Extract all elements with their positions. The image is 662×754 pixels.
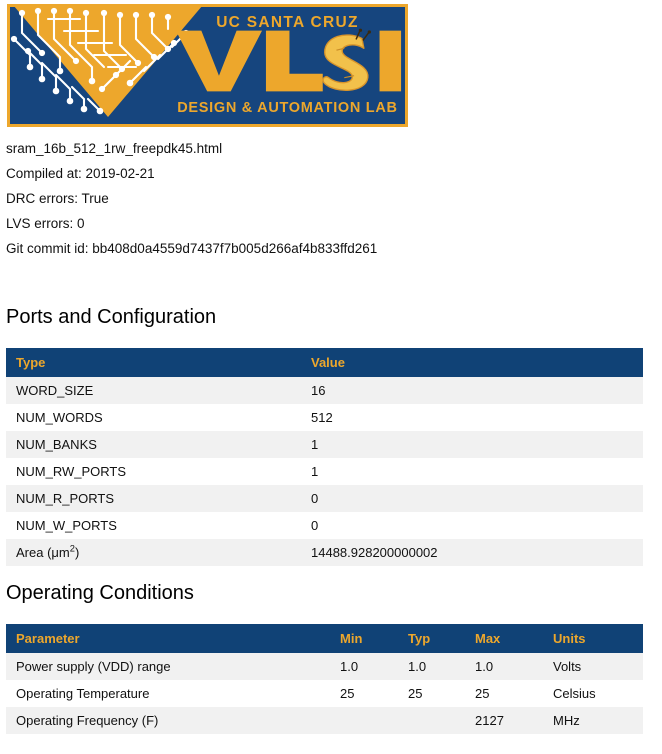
table-row: Area (μm2) 14488.928200000002	[6, 539, 643, 566]
cell-value: 1	[311, 437, 319, 452]
column-header-parameter: Parameter	[6, 624, 330, 653]
cell-value: 14488.928200000002	[311, 545, 438, 560]
column-header-units: Units	[543, 624, 643, 653]
cell-value: 16	[311, 383, 326, 398]
cell-min: 1.0	[340, 659, 359, 674]
compiled-at-line: Compiled at: 2019-02-21	[6, 166, 155, 181]
ports-configuration-heading: Ports and Configuration	[6, 306, 217, 328]
cell-min: 25	[340, 686, 355, 701]
table-row: NUM_WORDS 512	[6, 404, 643, 431]
table-row: NUM_R_PORTS 0	[6, 485, 643, 512]
area-label-exponent: 2	[69, 543, 75, 554]
git-commit-line: Git commit id: bb408d0a4559d7437f7b005d2…	[6, 241, 378, 256]
table-row: WORD_SIZE 16	[6, 377, 643, 404]
operating-conditions-heading: Operating Conditions	[6, 582, 194, 604]
area-label-suffix: )	[74, 545, 80, 560]
logo-university-label: UC SANTA CRUZ	[216, 14, 359, 31]
drc-errors-line: DRC errors: True	[6, 191, 109, 206]
cell-value: 512	[311, 410, 333, 425]
table-row: Power supply (VDD) range 1.0 1.0 1.0 Vol…	[6, 653, 643, 680]
column-header-max: Max	[465, 624, 543, 653]
cell-parameter: Power supply (VDD) range	[16, 659, 171, 674]
cell-typ: 25	[408, 686, 423, 701]
column-header-typ: Typ	[398, 624, 465, 653]
table-header-row: Type Value	[6, 348, 643, 377]
cell-max: 25	[475, 686, 490, 701]
table-row: Operating Frequency (F) 2127 MHz	[6, 707, 643, 734]
cell-typ	[398, 707, 465, 734]
column-header-min: Min	[330, 624, 398, 653]
table-row: Operating Temperature 25 25 25 Celsius	[6, 680, 643, 707]
area-label-prefix: Area (μm	[16, 545, 70, 560]
cell-type: NUM_R_PORTS	[16, 491, 115, 506]
cell-value: 0	[311, 491, 319, 506]
vlsi-lab-logo-banner: UC SANTA CRUZ DESIGN & AUTOMATION LAB	[7, 4, 408, 127]
cell-max: 2127	[475, 713, 504, 728]
operating-conditions-table: Parameter Min Typ Max Units Power supply…	[6, 624, 643, 734]
cell-type: NUM_RW_PORTS	[16, 464, 127, 479]
table-row: NUM_RW_PORTS 1	[6, 458, 643, 485]
cell-min	[330, 707, 398, 734]
cell-parameter: Operating Frequency (F)	[16, 713, 159, 728]
logo-text-column: UC SANTA CRUZ DESIGN & AUTOMATION LAB	[170, 7, 405, 124]
cell-units: MHz	[553, 713, 580, 728]
table-header-row: Parameter Min Typ Max Units	[6, 624, 643, 653]
lvs-errors-line: LVS errors: 0	[6, 216, 85, 231]
circuit-pattern-graphic	[10, 7, 202, 117]
cell-typ: 1.0	[408, 659, 427, 674]
logo-tagline: DESIGN & AUTOMATION LAB	[177, 100, 398, 116]
report-filename: sram_16b_512_1rw_freepdk45.html	[6, 141, 223, 156]
cell-units: Celsius	[553, 686, 596, 701]
cell-type-area: Area (μm2)	[6, 539, 301, 566]
ports-configuration-table: Type Value WORD_SIZE 16 NUM_WORDS 512 NU…	[6, 348, 643, 566]
cell-type: WORD_SIZE	[16, 383, 94, 398]
cell-max: 1.0	[475, 659, 494, 674]
cell-type: NUM_W_PORTS	[16, 518, 117, 533]
banana-slug-mascot	[322, 28, 372, 91]
cell-parameter: Operating Temperature	[16, 686, 150, 701]
cell-value: 1	[311, 464, 319, 479]
cell-type: NUM_BANKS	[16, 437, 97, 452]
logo-vlsi-wordmark	[175, 28, 402, 92]
cell-value: 0	[311, 518, 319, 533]
table-row: NUM_W_PORTS 0	[6, 512, 643, 539]
cell-type: NUM_WORDS	[16, 410, 103, 425]
report-metadata: sram_16b_512_1rw_freepdk45.html Compiled…	[6, 140, 646, 265]
column-header-value: Value	[301, 348, 643, 377]
column-header-type: Type	[6, 348, 301, 377]
table-row: NUM_BANKS 1	[6, 431, 643, 458]
cell-units: Volts	[553, 659, 582, 674]
